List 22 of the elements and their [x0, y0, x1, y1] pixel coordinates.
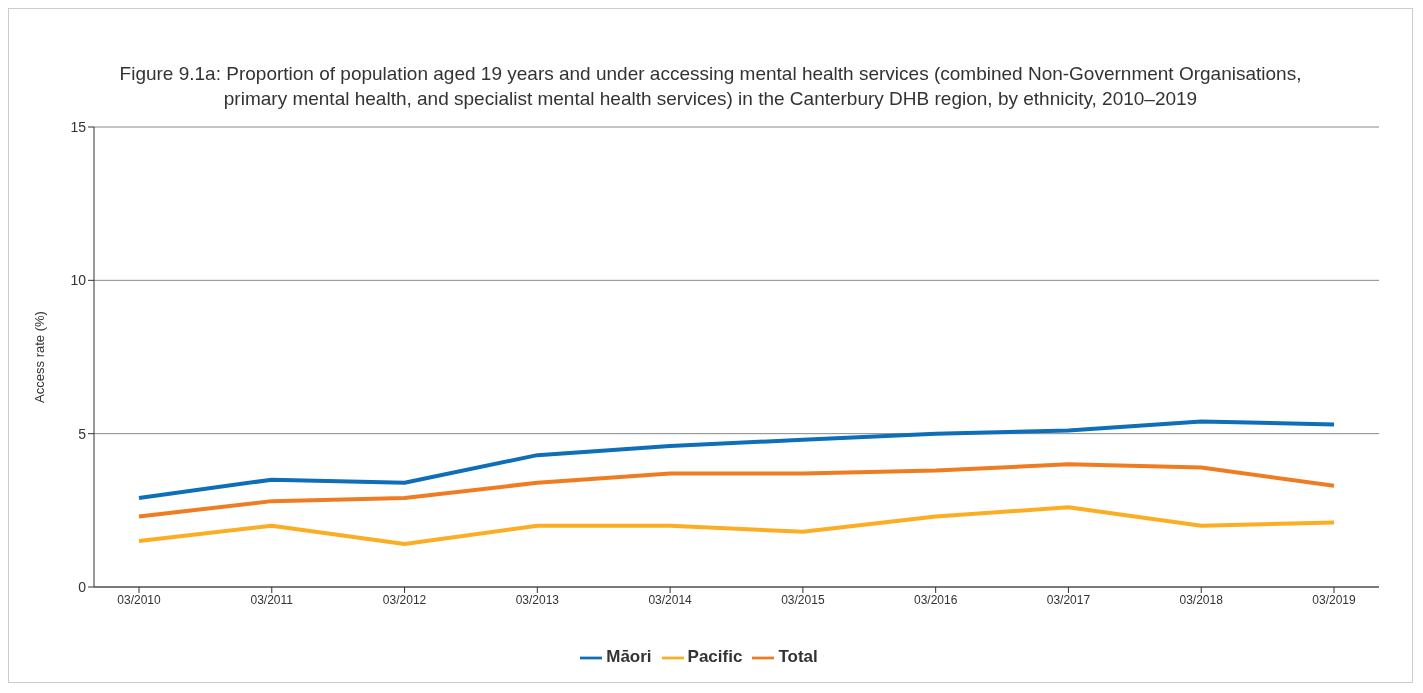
x-tick-label: 03/2013	[515, 592, 560, 607]
x-tick-label: 03/2019	[1312, 592, 1357, 607]
x-tick-label: 03/2018	[1179, 592, 1224, 607]
x-tick-label: 03/2014	[648, 592, 693, 607]
chart-title: Figure 9.1a: Proportion of population aged 19 years and under accessing mental health services (combined Non-Government Organisations, primary mental health, and specialist mental health services) in the Canterbury DHB region, by ethnicity, 2010–2019	[118, 62, 1303, 111]
x-tick-label: 03/2010	[117, 592, 162, 607]
line-series	[137, 419, 1336, 501]
y-tick-label: 15	[70, 118, 87, 135]
y-axis-title: Access rate (%)	[31, 311, 47, 403]
legend-label: Total	[778, 647, 818, 667]
legend-label: Pacific	[687, 647, 743, 667]
line-series	[137, 462, 1336, 519]
x-tick-label: 03/2016	[913, 592, 958, 607]
line-series	[137, 505, 1336, 547]
legend-label: Māori	[606, 647, 652, 667]
x-tick-label: 03/2011	[250, 592, 294, 607]
x-tick-label: 03/2012	[382, 592, 427, 607]
x-tick-label: 03/2015	[781, 592, 825, 607]
y-tick-label: 10	[70, 272, 87, 289]
x-tick-label: 03/2017	[1046, 592, 1091, 607]
y-tick-label: 0	[78, 578, 87, 595]
y-tick-label: 5	[78, 425, 87, 442]
